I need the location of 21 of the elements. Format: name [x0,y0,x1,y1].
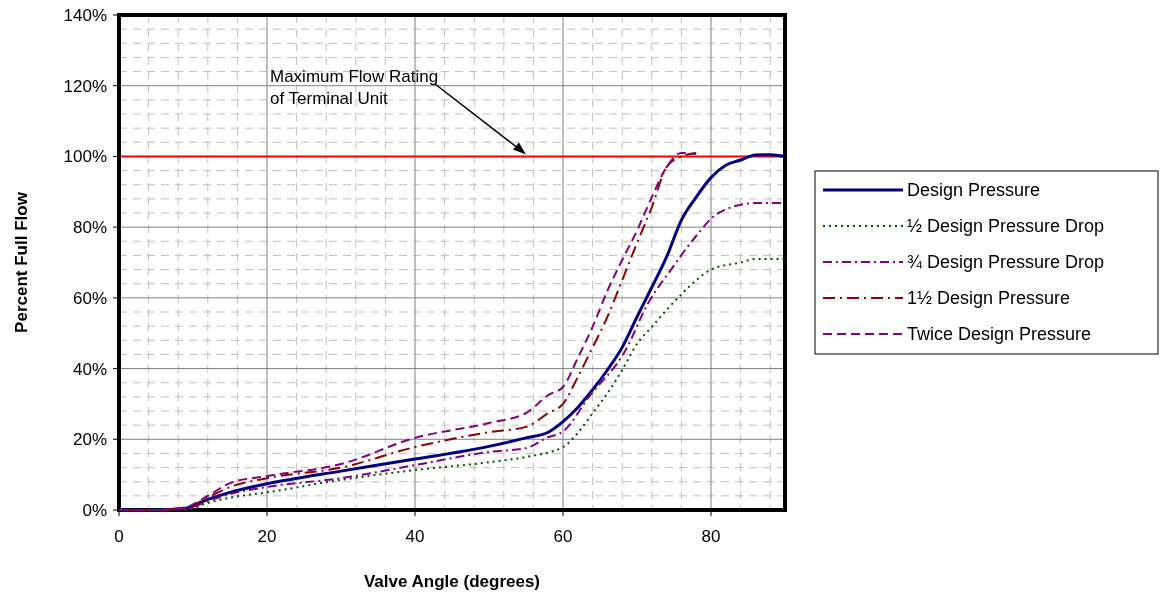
y-tick-label: 20% [72,430,107,450]
y-tick-label: 120% [63,76,107,96]
legend-label: ½ Design Pressure Drop [907,216,1105,236]
y-tick-label: 40% [72,359,107,379]
y-tick-label: 60% [72,288,107,308]
legend-label: ¾ Design Pressure Drop [907,252,1105,272]
y-tick-label: 80% [72,218,107,238]
y-tick-label: 0% [82,501,107,520]
y-tick-label: 100% [63,147,107,167]
x-tick-label: 80 [701,527,721,546]
x-axis-title: Valve Angle (degrees) [363,572,541,591]
x-tick-label: 40 [405,527,425,546]
annotation: Maximum Flow Rating of Terminal Unit [270,67,439,108]
x-tick-label: 0 [114,527,124,546]
legend-label: 1½ Design Pressure [907,288,1071,308]
legend-label: Design Pressure [907,180,1041,200]
x-tick-label: 20 [257,527,277,546]
y-axis-title: Percent Full Flow [12,191,31,333]
legend-label: Twice Design Pressure [907,324,1092,344]
y-tick-label: 140% [63,6,107,25]
x-tick-label: 60 [553,527,573,546]
